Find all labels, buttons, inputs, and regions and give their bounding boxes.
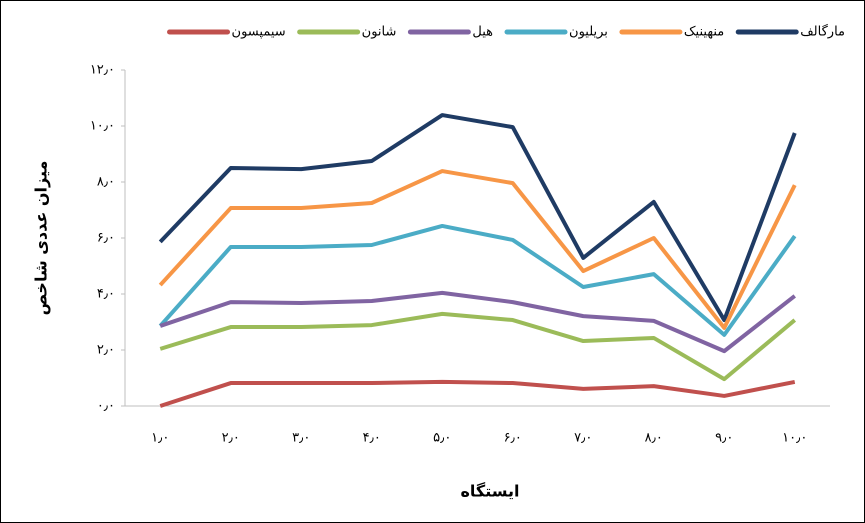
x-tick-label: ۹٫۰ bbox=[715, 431, 733, 446]
y-axis-label: میزان عددی شاخص bbox=[32, 161, 51, 316]
x-tick-label: ۴٫۰ bbox=[363, 431, 381, 446]
series-line bbox=[159, 311, 797, 382]
x-tick-label: ۲٫۰ bbox=[222, 431, 240, 446]
x-tick-label: ۶٫۰ bbox=[504, 431, 522, 446]
y-tick-label: ۰٫۰ bbox=[97, 399, 115, 414]
y-tick-label: ۶٫۰ bbox=[97, 231, 115, 246]
legend-label: منهینیک bbox=[684, 25, 724, 40]
x-tick-label: ۸٫۰ bbox=[645, 431, 663, 446]
x-tick-label: ۳٫۰ bbox=[292, 431, 310, 446]
x-tick-label: ۱۰٫۰ bbox=[782, 431, 807, 446]
series-line bbox=[158, 113, 797, 323]
legend-label: شانون bbox=[362, 25, 397, 40]
y-tick-label: ۴٫۰ bbox=[97, 287, 115, 302]
y-tick-label: ۸٫۰ bbox=[97, 175, 115, 190]
series-line bbox=[159, 290, 796, 354]
series-line bbox=[158, 223, 797, 337]
x-axis-label: ایستگاه bbox=[460, 482, 519, 501]
legend-label: بریلیون bbox=[569, 25, 608, 40]
y-tick-label: ۱۲٫۰ bbox=[90, 63, 115, 78]
series-line bbox=[158, 169, 797, 330]
y-tick-label: ۱۰٫۰ bbox=[90, 119, 115, 134]
x-tick-label: ۷٫۰ bbox=[574, 431, 592, 446]
legend-label: مارگالف bbox=[800, 24, 845, 40]
x-tick-label: ۱٫۰ bbox=[151, 431, 169, 446]
legend-label: سیمپسون bbox=[232, 25, 286, 40]
x-tick-label: ۵٫۰ bbox=[433, 431, 451, 446]
legend-label: هیل bbox=[472, 25, 493, 40]
y-tick-label: ۲٫۰ bbox=[97, 343, 115, 358]
series-line bbox=[159, 379, 796, 408]
